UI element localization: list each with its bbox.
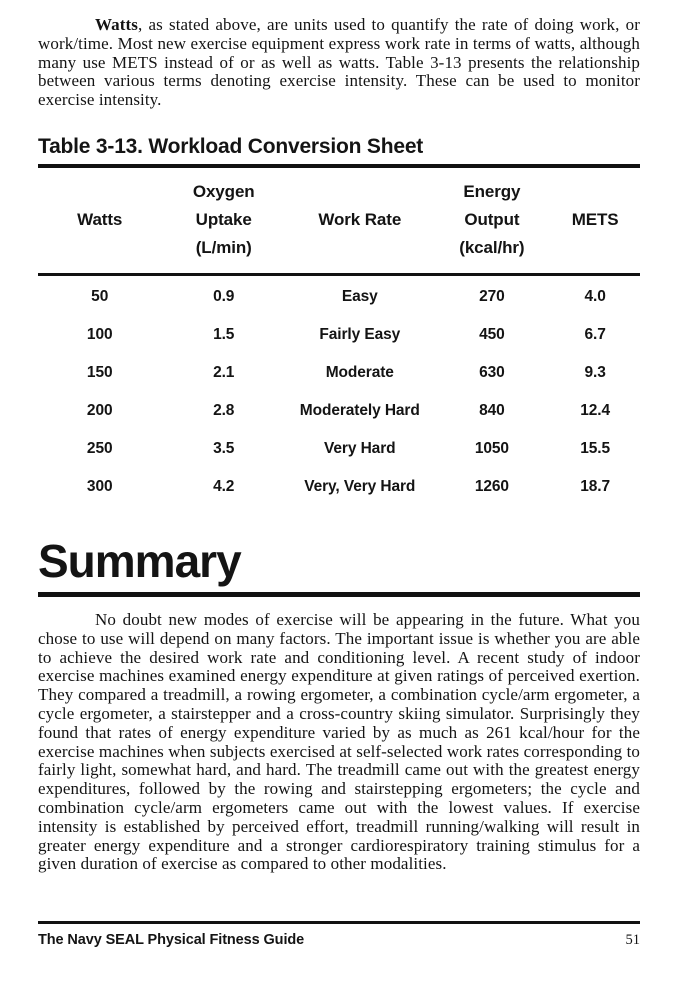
- cell-watts: 250: [86, 439, 113, 457]
- cell-watts: 150: [86, 363, 113, 381]
- cell-work-rate: Very, Very Hard: [304, 477, 416, 495]
- header-mets: METS: [550, 165, 640, 276]
- header-watts: Watts: [38, 165, 162, 276]
- cell-mets: 12.4: [580, 401, 611, 419]
- summary-paragraph: No doubt new modes of exercise will be a…: [38, 609, 640, 874]
- table-header-row: Watts Oxygen Uptake (L/min) Work Rate En…: [38, 165, 640, 276]
- intro-lead-word: Watts: [95, 15, 138, 34]
- cell-watts: 50: [91, 287, 109, 305]
- table-row: 300 4.2 Very, Very Hard 1260 18.7: [38, 468, 640, 506]
- cell-mets: 15.5: [580, 439, 611, 457]
- cell-energy-output: 270: [479, 287, 505, 305]
- footer-page-number: 51: [625, 932, 641, 948]
- footer-rule: [38, 921, 640, 924]
- workload-conversion-table: Watts Oxygen Uptake (L/min) Work Rate En…: [38, 163, 640, 506]
- cell-energy-output: 630: [479, 363, 505, 381]
- cell-watts: 300: [86, 477, 113, 495]
- page-footer: The Navy SEAL Physical Fitness Guide 51: [38, 921, 640, 949]
- cell-mets: 9.3: [584, 363, 606, 381]
- header-energy-output: Energy Output (kcal/hr): [433, 165, 551, 276]
- cell-work-rate: Easy: [341, 287, 378, 305]
- cell-watts: 100: [86, 325, 113, 343]
- cell-oxygen-uptake: 2.8: [213, 401, 235, 419]
- cell-energy-output: 450: [479, 325, 505, 343]
- cell-work-rate: Very Hard: [324, 439, 396, 457]
- intro-body-text: , as stated above, are units used to qua…: [38, 15, 640, 110]
- cell-oxygen-uptake: 2.1: [213, 363, 235, 381]
- intro-paragraph: Watts, as stated above, are units used t…: [38, 0, 640, 110]
- summary-heading: Summary: [38, 534, 242, 587]
- cell-oxygen-uptake: 3.5: [213, 439, 235, 457]
- cell-mets: 6.7: [584, 325, 606, 343]
- table-row: 150 2.1 Moderate 630 9.3: [38, 354, 640, 392]
- summary-heading-rule: [38, 591, 640, 597]
- cell-work-rate: Fairly Easy: [319, 325, 401, 343]
- cell-oxygen-uptake: 1.5: [213, 325, 235, 343]
- cell-energy-output: 1050: [474, 439, 509, 457]
- cell-oxygen-uptake: 0.9: [213, 287, 235, 305]
- table-title: Table 3-13. Workload Conversion Sheet: [38, 134, 424, 158]
- cell-energy-output: 1260: [474, 477, 509, 495]
- cell-mets: 4.0: [584, 287, 606, 305]
- cell-work-rate: Moderately Hard: [299, 401, 420, 419]
- cell-watts: 200: [86, 401, 113, 419]
- cell-work-rate: Moderate: [325, 363, 394, 381]
- cell-mets: 18.7: [580, 477, 611, 495]
- table-row: 250 3.5 Very Hard 1050 15.5: [38, 430, 640, 468]
- table-row: 100 1.5 Fairly Easy 450 6.7: [38, 316, 640, 354]
- footer-book-title: The Navy SEAL Physical Fitness Guide: [38, 932, 305, 948]
- table-row: 200 2.8 Moderately Hard 840 12.4: [38, 392, 640, 430]
- table-row: 50 0.9 Easy 270 4.0: [38, 274, 640, 316]
- header-work-rate: Work Rate: [286, 165, 434, 276]
- header-oxygen-uptake: Oxygen Uptake (L/min): [161, 165, 287, 276]
- cell-energy-output: 840: [479, 401, 505, 419]
- cell-oxygen-uptake: 4.2: [213, 477, 235, 495]
